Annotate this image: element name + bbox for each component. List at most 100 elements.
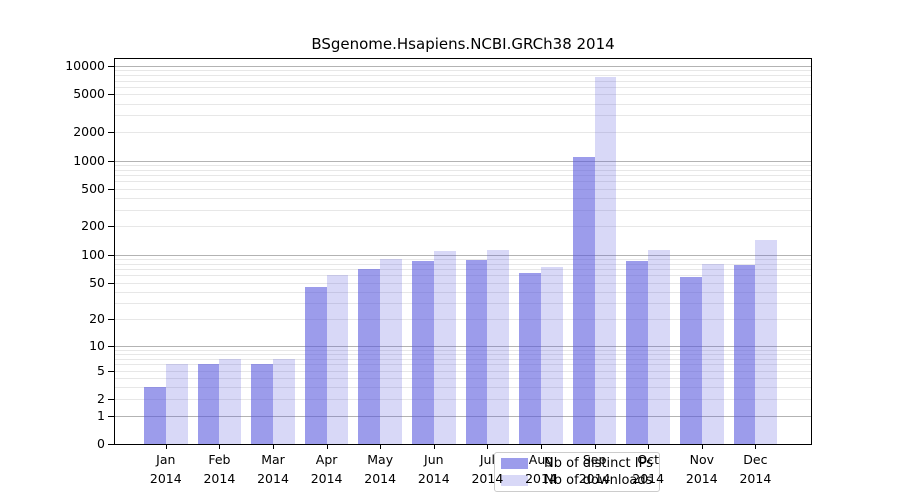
bar-downloads-mar <box>273 358 295 444</box>
gridline-minor-7 <box>115 358 811 360</box>
y-tick-1000 <box>108 160 114 162</box>
x-label-month: Aug <box>528 452 554 467</box>
y-tick-20 <box>108 319 114 321</box>
y-tick-1 <box>108 415 114 417</box>
y-label-5: 5 <box>97 362 105 378</box>
x-tick-jan <box>165 444 167 449</box>
x-label-year: 2014 <box>578 471 611 486</box>
gridline-minor-80 <box>115 263 811 265</box>
gridline-minor-3000 <box>115 115 811 117</box>
legend-label-downloads: Nb of downloads <box>544 473 653 489</box>
x-label-feb: Feb 2014 <box>187 450 251 488</box>
plot-canvas <box>115 59 811 444</box>
chart-title: BSgenome.Hsapiens.NCBI.GRCh38 2014 <box>311 35 615 53</box>
x-label-year: 2014 <box>417 471 450 486</box>
x-label-jun: Jun 2014 <box>402 450 466 488</box>
x-label-nov: Nov 2014 <box>670 450 734 488</box>
y-label-2: 2 <box>97 390 105 406</box>
y-label-10000: 10000 <box>65 58 105 73</box>
x-label-month: Jan <box>156 452 176 467</box>
x-tick-jul <box>487 444 489 449</box>
bar-distinct-ips-nov <box>680 277 702 444</box>
gridline-minor-9 <box>115 349 811 351</box>
gridline-minor-50 <box>115 282 811 284</box>
gridline-minor-90 <box>115 258 811 260</box>
y-label-1: 1 <box>97 407 105 423</box>
gridline-minor-30 <box>115 303 811 305</box>
x-tick-sep <box>594 444 596 449</box>
y-label-20: 20 <box>89 311 105 327</box>
bar-distinct-ips-apr <box>304 286 327 444</box>
x-tick-mar <box>273 444 274 449</box>
bar-downloads-may <box>380 258 402 444</box>
y-tick-10000 <box>108 66 114 67</box>
x-tick-may <box>380 444 382 449</box>
x-tick-dec <box>755 444 757 449</box>
x-tick-oct <box>648 444 650 449</box>
x-label-month: May <box>367 452 394 467</box>
x-label-aug: Aug 2014 <box>509 450 573 488</box>
gridline-minor-9000 <box>115 70 811 72</box>
bar-downloads-jul <box>487 250 510 444</box>
gridline-minor-20 <box>115 319 811 321</box>
gridline-major-10000 <box>115 66 811 67</box>
gridline-minor-5 <box>115 370 811 372</box>
y-label-2000: 2000 <box>73 124 105 139</box>
y-tick-500 <box>108 188 114 190</box>
gridline-minor-300 <box>115 209 811 211</box>
y-label-100: 100 <box>81 246 105 262</box>
bar-downloads-feb <box>219 358 242 444</box>
gridline-major-100 <box>115 254 811 256</box>
x-label-oct: Oct 2014 <box>616 450 680 488</box>
y-tick-5 <box>108 370 114 372</box>
bar-downloads-dec <box>755 239 778 444</box>
x-label-year: 2014 <box>149 471 182 486</box>
x-label-mar: Mar 2014 <box>241 450 305 488</box>
gridline-minor-8 <box>115 353 811 355</box>
x-label-month: Dec <box>743 452 768 467</box>
legend-swatch-distinct-ips <box>501 457 528 469</box>
bar-distinct-ips-oct <box>626 261 649 444</box>
gridline-major-1000 <box>115 160 811 162</box>
x-label-dec: Dec 2014 <box>723 450 787 488</box>
bar-distinct-ips-feb <box>197 364 220 444</box>
legend-label-distinct-ips: Nb of distinct IPs <box>544 455 653 471</box>
x-label-year: 2014 <box>632 471 665 486</box>
x-label-month: Feb <box>208 452 231 467</box>
bar-distinct-ips-mar <box>251 364 273 444</box>
gridline-major-10 <box>115 345 811 347</box>
gridline-major-1 <box>115 415 811 417</box>
legend-row-downloads: Nb of downloads <box>501 473 659 488</box>
gridline-minor-4 <box>115 377 811 379</box>
y-tick-2000 <box>108 132 114 133</box>
bar-downloads-oct <box>648 249 670 444</box>
gridline-minor-600 <box>115 181 811 183</box>
y-tick-10 <box>108 345 114 347</box>
gridline-minor-6000 <box>115 87 811 88</box>
x-label-month: Apr <box>315 452 338 467</box>
x-label-apr: Apr 2014 <box>295 450 359 488</box>
x-label-jul: Jul 2014 <box>455 450 519 488</box>
x-label-month: Oct <box>637 452 659 467</box>
x-label-month: Jun <box>424 452 444 467</box>
x-label-month: Jul <box>479 452 495 467</box>
x-label-year: 2014 <box>310 471 343 486</box>
gridline-minor-5000 <box>115 94 811 96</box>
gridline-minor-70 <box>115 269 811 271</box>
gridline-minor-700 <box>115 175 811 177</box>
y-label-0: 0 <box>97 436 105 451</box>
x-label-jan: Jan 2014 <box>134 450 198 488</box>
y-label-5000: 5000 <box>73 86 105 102</box>
gridline-minor-800 <box>115 169 811 171</box>
x-label-month: Nov <box>689 452 714 467</box>
x-label-year: 2014 <box>257 471 289 486</box>
y-tick-5000 <box>108 94 114 96</box>
bar-downloads-apr <box>326 275 349 444</box>
y-tick-50 <box>108 282 114 284</box>
bar-distinct-ips-sep <box>572 157 595 444</box>
y-label-1000: 1000 <box>73 152 105 168</box>
x-tick-nov <box>701 444 703 449</box>
bar-downloads-jan <box>165 364 188 444</box>
gridline-minor-40 <box>115 291 811 293</box>
